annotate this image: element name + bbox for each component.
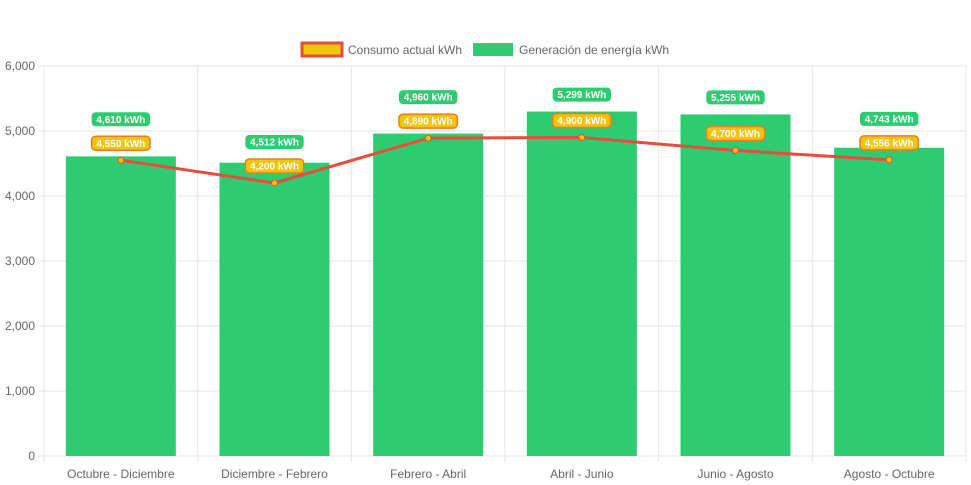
consumption-data-label: 4,556 kWh (865, 138, 914, 149)
consumption-data-label: 4,890 kWh (404, 117, 453, 128)
consumption-data-label-bg (244, 158, 305, 174)
consumption-line[interactable] (120, 136, 890, 185)
consumption-data-label: 4,900 kWh (557, 116, 606, 127)
generation-bars (65, 111, 945, 457)
consumption-data-label-bg (859, 135, 920, 151)
legend-label-generation[interactable]: Generación de energía kWh (519, 43, 669, 57)
consumption-data-label: 4,700 kWh (711, 129, 760, 140)
x-tick-label: Diciembre - Febrero (221, 467, 328, 481)
generation-bar[interactable] (373, 133, 484, 456)
consumption-data-label-bg (398, 113, 459, 129)
consumption-data-label-bg (90, 135, 151, 151)
x-tick-label: Agosto - Octubre (844, 467, 935, 481)
legend-swatch-generation[interactable] (473, 43, 513, 56)
generation-data-label-bg (245, 135, 304, 149)
generation-data-label-bg (398, 90, 458, 105)
consumption-data-label-bg (551, 112, 612, 129)
generation-data-label: 5,299 kWh (557, 90, 606, 101)
y-tick-label: 0 (28, 449, 35, 463)
x-tick-label: Junio - Agosto (697, 467, 773, 481)
generation-data-label: 4,610 kWh (96, 115, 145, 126)
generation-bar[interactable] (65, 156, 176, 456)
consumption-point[interactable] (578, 134, 586, 141)
y-tick-label: 2,000 (5, 319, 35, 333)
consumption-point[interactable] (271, 179, 278, 187)
generation-bar[interactable] (526, 111, 637, 456)
generation-data-label-bg (91, 112, 151, 127)
generation-bar[interactable] (680, 114, 791, 457)
grid-layer: 0 1,000 2,000 3,000 4,000 5,000 6,000 Octubre -… (5, 59, 967, 481)
data-labels-layer: 4,610 kWh 4,512 kWh 4,960 kWh 5,299 kWh 5,25… (90, 87, 920, 174)
y-tick-label: 6,000 (5, 59, 35, 73)
generation-bar[interactable] (834, 147, 945, 456)
generation-data-label: 4,512 kWh (250, 138, 299, 149)
x-tick-label: Febrero - Abril (390, 467, 466, 481)
generation-data-label: 5,255 kWh (711, 93, 760, 104)
generation-data-label: 4,960 kWh (404, 93, 453, 104)
generation-data-label: 4,743 kWh (865, 114, 914, 125)
y-tick-label: 3,000 (5, 254, 35, 268)
generation-bar[interactable] (219, 162, 330, 456)
consumption-point[interactable] (885, 156, 893, 164)
y-tick-label: 1,000 (5, 384, 35, 398)
y-tick-label: 4,000 (5, 189, 35, 203)
generation-data-label-bg (859, 111, 919, 126)
consumption-line-layer (117, 134, 893, 187)
consumption-data-label: 4,200 kWh (250, 162, 299, 173)
consumption-point[interactable] (732, 147, 739, 154)
y-tick-label: 5,000 (5, 124, 35, 138)
legend-label-consumption[interactable]: Consumo actual kWh (348, 43, 462, 57)
legend-swatch-consumption[interactable] (300, 41, 344, 58)
consumption-data-label: 4,550 kWh (96, 139, 145, 150)
x-tick-label: Abril - Junio (550, 467, 614, 481)
x-tick-label: Octubre - Diciembre (67, 467, 175, 481)
generation-data-label-bg (552, 87, 612, 102)
consumption-data-label-bg (705, 125, 766, 142)
consumption-point[interactable] (424, 134, 432, 142)
legend[interactable]: Consumo actual kWh Generación de energía… (300, 41, 669, 58)
generation-data-label-bg (706, 90, 765, 105)
consumption-point[interactable] (117, 156, 125, 164)
